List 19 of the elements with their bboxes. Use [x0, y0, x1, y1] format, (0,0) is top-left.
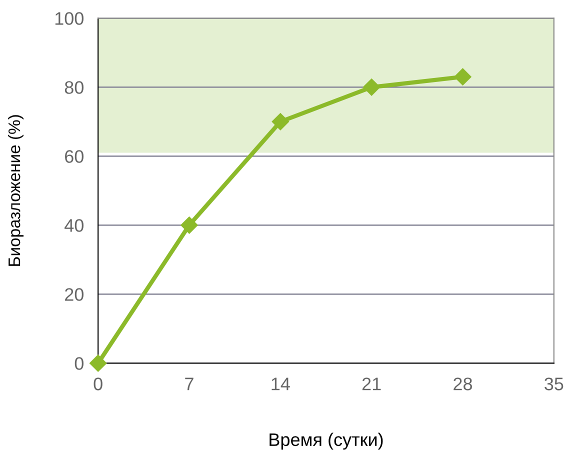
point — [90, 354, 107, 372]
y-tick-label: 80 — [64, 81, 84, 94]
x-tick-label: 0 — [94, 378, 102, 390]
point — [272, 113, 289, 130]
point — [454, 68, 472, 86]
x-tick-label: 35 — [544, 378, 564, 390]
y-tick-label: 100 — [55, 12, 84, 25]
x-axis-title: Время (сутки) — [270, 432, 383, 450]
y-tick-label: 20 — [65, 288, 84, 301]
point — [363, 78, 380, 96]
x-tick-label: 21 — [362, 378, 381, 390]
y-tick-label: 60 — [65, 150, 84, 163]
y-axis-title: Биоразложение (%) — [8, 115, 24, 266]
y-tick-label: 40 — [64, 219, 84, 232]
x-tick-label: 14 — [272, 378, 290, 390]
x-tick-label: 7 — [185, 378, 194, 390]
y-tick-label: 0 — [74, 357, 84, 370]
point — [180, 216, 198, 234]
x-tick-label: 28 — [454, 378, 472, 390]
